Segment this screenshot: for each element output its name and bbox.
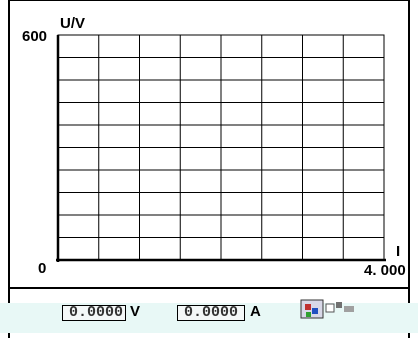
- current-unit-label: A: [250, 303, 261, 320]
- voltage-unit-label: V: [130, 303, 141, 320]
- control-panel-icon[interactable]: [300, 298, 360, 322]
- top-border: [8, 0, 410, 1]
- origin-label: 0: [38, 260, 47, 277]
- y-axis-label: U/V: [60, 15, 86, 32]
- y-max-label: 600: [22, 28, 48, 45]
- voltage-readout: 0.0000: [62, 305, 126, 321]
- plot-grid: [56, 34, 386, 262]
- section-divider: [8, 287, 410, 289]
- instrument-frame: [8, 0, 410, 338]
- x-max-label: 4. 000: [364, 262, 406, 279]
- x-axis-label: I: [396, 243, 401, 260]
- current-readout: 0.0000: [177, 305, 245, 321]
